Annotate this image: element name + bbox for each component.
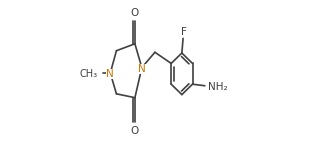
Text: F: F bbox=[181, 27, 186, 37]
Text: CH₃: CH₃ bbox=[80, 69, 98, 79]
Text: N: N bbox=[107, 69, 114, 79]
Text: O: O bbox=[131, 126, 139, 136]
Text: N: N bbox=[138, 64, 146, 74]
Text: O: O bbox=[131, 8, 139, 18]
Text: NH₂: NH₂ bbox=[208, 82, 227, 92]
